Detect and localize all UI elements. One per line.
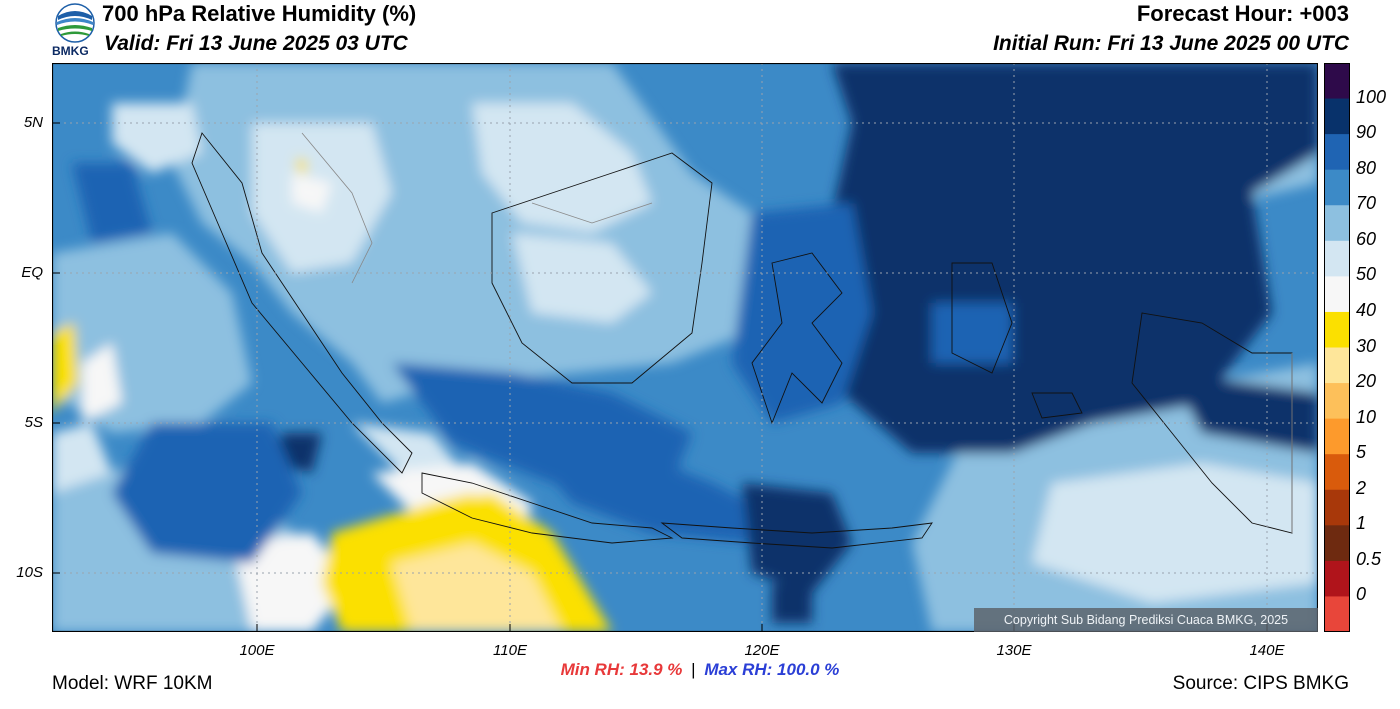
colorbar-label: 30 <box>1356 335 1377 356</box>
lon-label-130e: 130E <box>996 642 1032 659</box>
nusa-tenggara-coast <box>660 522 933 549</box>
colorbar-swatch <box>1324 596 1350 633</box>
map-border <box>51 62 1319 633</box>
colorbar-label: 60 <box>1356 228 1377 249</box>
java-coast <box>421 472 674 544</box>
colorbar-label: 20 <box>1356 371 1377 392</box>
initial-run: Initial Run: Fri 13 June 2025 00 UTC <box>993 32 1349 55</box>
bmkg-logo-icon <box>55 3 95 43</box>
colorbar-swatch <box>1324 489 1350 526</box>
colorbar-swatch <box>1324 63 1350 100</box>
colorbar <box>1324 63 1350 633</box>
colorbar-swatch <box>1324 240 1350 277</box>
lat-label-eq: EQ <box>21 264 43 281</box>
colorbar-label: 2 <box>1356 477 1367 498</box>
model-name: Model: WRF 10KM <box>52 673 213 694</box>
lat-label-5s: 5S <box>24 414 43 431</box>
colorbar-label: 100 <box>1356 86 1387 107</box>
logo-text: BMKG <box>52 44 89 58</box>
colorbar-swatch <box>1324 169 1350 206</box>
colorbar-swatch <box>1324 454 1350 491</box>
colorbar-label: 0 <box>1356 584 1367 605</box>
lat-label-10s: 10S <box>16 564 43 581</box>
colorbar-swatch <box>1324 98 1350 135</box>
colorbar-outline <box>1324 63 1350 632</box>
min-rh: Min RH: 13.9 % <box>560 660 683 679</box>
lat-label-5n: 5N <box>23 114 43 131</box>
colorbar-swatch <box>1324 525 1350 562</box>
colorbar-swatch <box>1324 418 1350 455</box>
colorbar-swatch <box>1324 311 1350 348</box>
colorbar-swatch <box>1324 383 1350 420</box>
gridlines <box>52 63 1318 632</box>
colorbar-label: 80 <box>1356 157 1377 178</box>
colorbar-label: 0.5 <box>1356 548 1382 569</box>
lon-label-120e: 120E <box>744 642 780 659</box>
map-title: 700 hPa Relative Humidity (%) <box>102 1 417 26</box>
colorbar-label: 5 <box>1356 442 1367 463</box>
borneo-coast <box>491 152 713 384</box>
colorbar-swatch <box>1324 205 1350 242</box>
colorbar-swatch <box>1324 560 1350 597</box>
lon-label-140e: 140E <box>1249 642 1285 659</box>
papua-coast <box>1131 312 1293 534</box>
colorbar-label: 40 <box>1356 299 1377 320</box>
colorbar-label: 90 <box>1356 122 1377 143</box>
colorbar-label: 10 <box>1356 406 1377 427</box>
sulawesi-coast <box>751 252 843 425</box>
forecast-hour: Forecast Hour: +003 <box>1136 1 1349 26</box>
coastlines <box>191 132 1293 549</box>
colorbar-label: 1 <box>1356 513 1367 534</box>
map-frame[interactable] <box>51 62 1319 633</box>
colorbar-swatch <box>1324 347 1350 384</box>
colorbar-label: 70 <box>1356 193 1377 214</box>
valid-time: Valid: Fri 13 June 2025 03 UTC <box>104 32 408 55</box>
colorbar-swatch <box>1324 276 1350 313</box>
colorbar-swatches <box>1324 63 1350 633</box>
maluku-coast <box>951 262 1013 374</box>
stats-separator: | <box>691 660 696 679</box>
seram-coast <box>1031 392 1083 419</box>
sumatra-coast <box>191 132 413 474</box>
colorbar-swatch <box>1324 134 1350 171</box>
lon-label-100e: 100E <box>239 642 275 659</box>
humidity-map[interactable] <box>51 62 1319 633</box>
copyright-notice: Copyright Sub Bidang Prediksi Cuaca BMKG… <box>974 608 1318 632</box>
bmkg-logo <box>52 2 98 46</box>
lon-label-110e: 110E <box>493 642 527 659</box>
colorbar-label: 50 <box>1356 264 1377 285</box>
rh-stats: Min RH: 13.9 % | Max RH: 100.0 % <box>0 660 1400 680</box>
borders <box>301 132 1293 533</box>
max-rh: Max RH: 100.0 % <box>704 660 840 679</box>
source-name: Source: CIPS BMKG <box>1172 673 1349 694</box>
